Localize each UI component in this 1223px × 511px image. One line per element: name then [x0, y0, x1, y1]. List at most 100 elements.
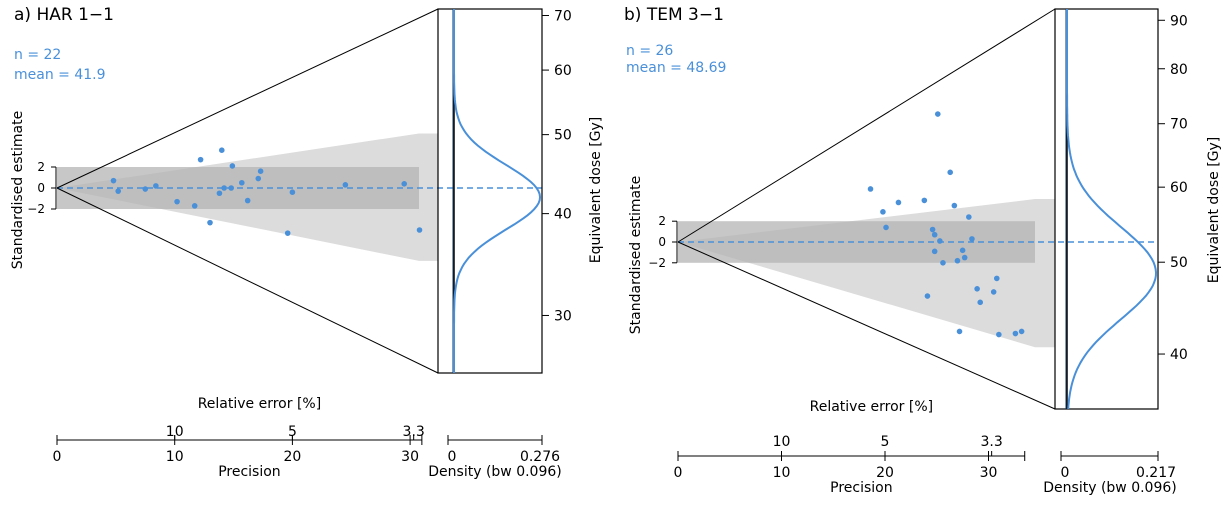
n-label: n = 26 — [626, 43, 673, 59]
right-y-axis-label: Equivalent dose [Gy] — [588, 117, 604, 264]
data-point — [1018, 328, 1025, 335]
precision-tick-label: 10 — [773, 465, 791, 481]
data-point — [401, 181, 408, 187]
de-tick-label: 40 — [554, 207, 572, 223]
precision-axis-label: Precision — [218, 464, 280, 480]
precision-tick-label: 10 — [166, 449, 184, 465]
arc-upper-edge — [56, 8, 439, 189]
data-point — [931, 248, 938, 255]
data-point — [956, 328, 963, 335]
data-point — [880, 209, 886, 215]
de-tick-label: 60 — [1170, 180, 1188, 196]
data-point — [954, 257, 961, 264]
data-point — [228, 185, 234, 191]
data-point — [931, 231, 938, 238]
data-point — [996, 331, 1002, 338]
data-point — [966, 214, 972, 220]
de-tick-label: 70 — [554, 9, 572, 25]
data-point — [191, 203, 198, 209]
data-point — [867, 186, 874, 192]
std-tick-label: 2 — [37, 160, 45, 174]
data-point — [921, 197, 928, 204]
rel-error-tick-label: 5 — [881, 434, 890, 450]
n-label: n = 22 — [14, 47, 61, 63]
de-tick-label: 60 — [554, 63, 572, 79]
data-point — [342, 182, 349, 188]
data-point — [221, 185, 227, 191]
std-tick-label: −2 — [648, 256, 666, 270]
rel-error-tick-label: 5 — [288, 424, 297, 440]
precision-tick-label: 30 — [401, 449, 419, 465]
mean-label: mean = 48.69 — [626, 60, 726, 76]
rel-error-axis-label: Relative error [%] — [198, 396, 321, 412]
data-point — [238, 179, 245, 186]
data-point — [974, 286, 980, 292]
de-tick-label: 90 — [1170, 13, 1188, 29]
data-point — [142, 186, 149, 192]
density-tick-label: 0 — [1061, 465, 1070, 481]
data-point — [216, 190, 223, 197]
arc-lower-edge — [677, 241, 1056, 410]
data-point — [416, 227, 423, 233]
data-point — [947, 169, 954, 176]
precision-tick-label: 0 — [53, 449, 62, 465]
data-point — [977, 299, 984, 306]
rel-error-tick-label: 3.3 — [403, 424, 425, 440]
std-tick-label: 2 — [658, 214, 666, 228]
precision-tick-label: 0 — [674, 465, 683, 481]
data-point — [883, 224, 889, 231]
arc-upper-edge — [677, 8, 1056, 243]
de-tick-label: 30 — [554, 308, 572, 324]
data-point — [951, 202, 958, 209]
density-box — [1054, 8, 1159, 410]
arc-lower-edge — [56, 187, 439, 374]
data-point — [895, 199, 902, 206]
data-point — [961, 254, 968, 261]
density-axis-label: Density (bw 0.096) — [428, 464, 561, 480]
data-point — [924, 293, 931, 299]
data-point — [207, 219, 213, 226]
density-tick-label: 0 — [448, 449, 457, 465]
de-tick-label: 50 — [1170, 255, 1188, 271]
y-axis-label: Standardised estimate — [628, 176, 644, 334]
precision-axis-label: Precision — [830, 480, 892, 496]
data-point — [929, 226, 936, 233]
right-y-axis-label: Equivalent dose [Gy] — [1206, 137, 1222, 284]
density-curve — [1066, 9, 1158, 410]
data-point — [284, 230, 291, 236]
data-point — [289, 189, 296, 195]
data-point — [197, 156, 204, 163]
de-tick-label: 40 — [1170, 347, 1188, 363]
data-point — [940, 260, 946, 266]
data-point — [218, 147, 225, 153]
de-tick-label: 80 — [1170, 62, 1188, 78]
precision-tick-label: 30 — [980, 465, 998, 481]
data-point — [244, 197, 251, 204]
data-point — [969, 236, 975, 242]
data-point — [934, 111, 941, 117]
std-tick-label: 0 — [658, 235, 666, 249]
rel-error-tick-label: 10 — [773, 434, 791, 450]
rel-error-axis-label: Relative error [%] — [810, 399, 933, 415]
std-tick-label: 0 — [37, 181, 45, 195]
mean-label: mean = 41.9 — [14, 67, 106, 83]
density-tick-label: 0.217 — [1136, 465, 1176, 481]
de-tick-label: 70 — [1170, 117, 1188, 133]
density-axis-label: Density (bw 0.096) — [1043, 480, 1176, 496]
data-point — [990, 289, 997, 295]
data-point — [993, 275, 1000, 282]
data-point — [174, 198, 180, 205]
data-point — [959, 247, 966, 254]
data-point — [110, 177, 117, 184]
std-tick-label: −2 — [27, 202, 45, 216]
data-point — [257, 168, 264, 174]
data-point — [229, 163, 236, 169]
panel-title: a) HAR 1−1 — [14, 5, 114, 25]
data-point — [937, 238, 943, 244]
data-point — [255, 175, 262, 182]
density-curve — [453, 9, 542, 373]
data-point — [1012, 330, 1019, 337]
